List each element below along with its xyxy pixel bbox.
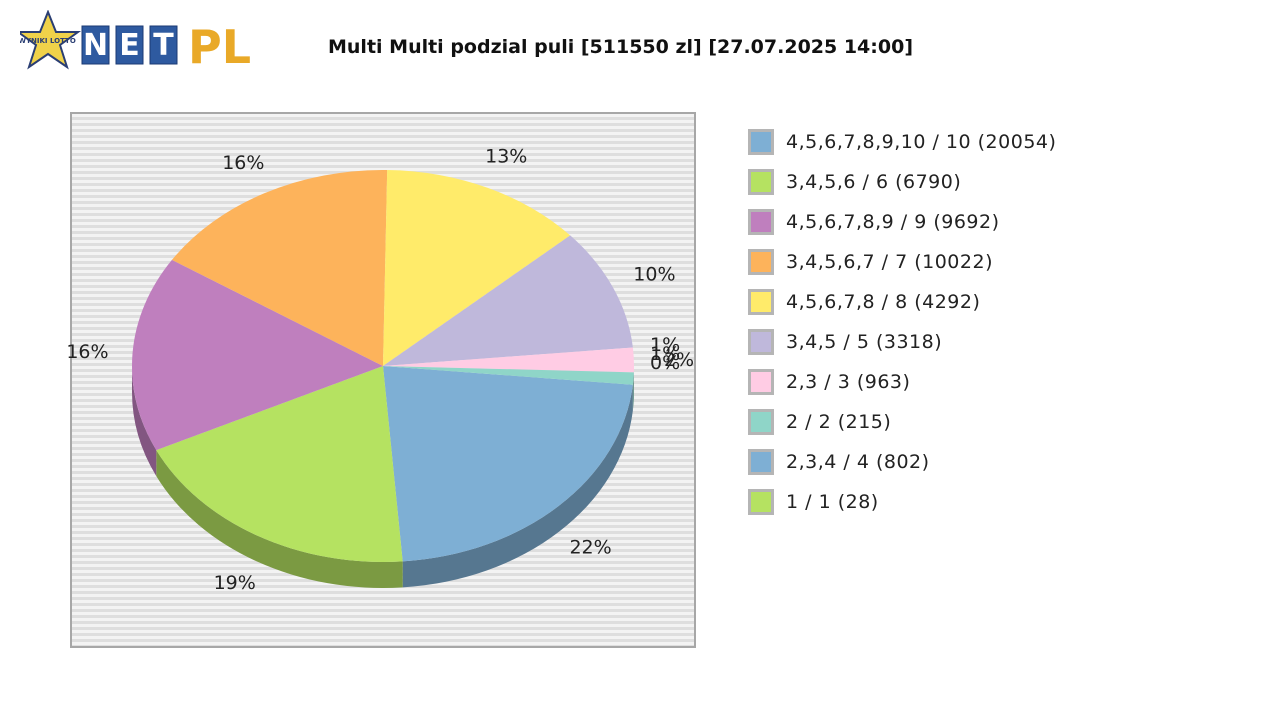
- legend: 4,5,6,7,8,9,10 / 10 (20054) 3,4,5,6 / 6 (…: [748, 122, 1056, 522]
- legend-swatch: [748, 249, 774, 275]
- legend-label: 4,5,6,7,8 / 8 (4292): [786, 291, 981, 313]
- legend-item: 2,3,4 / 4 (802): [748, 442, 1056, 482]
- pie-pct-label-9: 0%: [650, 352, 680, 374]
- pie-slice-7: [383, 366, 634, 385]
- legend-label: 3,4,5,6,7 / 7 (10022): [786, 251, 993, 273]
- pie-pct-label-5: 10%: [633, 263, 675, 285]
- pie-slice-4: [383, 170, 571, 366]
- pie-side-7: [632, 372, 634, 411]
- legend-item: 3,4,5,6,7 / 7 (10022): [748, 242, 1056, 282]
- legend-item: 4,5,6,7,8,9,10 / 10 (20054): [748, 122, 1056, 162]
- legend-label: 4,5,6,7,8,9 / 9 (9692): [786, 211, 1000, 233]
- pie-side-2: [132, 366, 157, 477]
- legend-item: 2 / 2 (215): [748, 402, 1056, 442]
- pie-slice-2: [132, 259, 383, 451]
- pie-pct-label-2: 16%: [66, 341, 108, 363]
- legend-swatch: [748, 129, 774, 155]
- legend-label: 3,4,5,6 / 6 (6790): [786, 171, 962, 193]
- legend-label: 2,3,4 / 4 (802): [786, 451, 930, 473]
- legend-item: 2,3 / 3 (963): [748, 362, 1056, 402]
- legend-swatch: [748, 209, 774, 235]
- legend-swatch: [748, 489, 774, 515]
- star-icon: [20, 10, 82, 70]
- pie-side-0: [402, 384, 633, 588]
- legend-label: 3,4,5 / 5 (3318): [786, 331, 943, 353]
- legend-item: 1 / 1 (28): [748, 482, 1056, 522]
- legend-swatch: [748, 289, 774, 315]
- legend-item: 3,4,5 / 5 (3318): [748, 322, 1056, 362]
- pie-slice-0: [383, 366, 633, 562]
- legend-label: 2,3 / 3 (963): [786, 371, 911, 393]
- legend-label: 4,5,6,7,8,9,10 / 10 (20054): [786, 131, 1057, 153]
- logo-pl-text: PL: [188, 20, 251, 74]
- pie-pct-label-3: 16%: [222, 152, 264, 174]
- pie-slice-5: [383, 235, 633, 366]
- pie-slice-6: [383, 347, 634, 373]
- pie-pct-label-7: 1%: [650, 334, 680, 356]
- legend-item: 4,5,6,7,8,9 / 9 (9692): [748, 202, 1056, 242]
- pie-side-1: [156, 450, 403, 588]
- pie-slice-3: [171, 169, 388, 366]
- legend-label: 1 / 1 (28): [786, 491, 879, 513]
- legend-item: 4,5,6,7,8 / 8 (4292): [748, 282, 1056, 322]
- pie-pct-label-4: 13%: [485, 146, 527, 168]
- legend-item: 3,4,5,6 / 6 (6790): [748, 162, 1056, 202]
- pie-pct-label-0: 22%: [569, 537, 611, 559]
- pie-pct-label-1: 19%: [214, 572, 256, 594]
- legend-label: 2 / 2 (215): [786, 411, 892, 433]
- legend-swatch: [748, 409, 774, 435]
- logo-badge-text: WYNIKI LOTTO: [20, 37, 76, 45]
- legend-swatch: [748, 329, 774, 355]
- legend-swatch: [748, 369, 774, 395]
- legend-swatch: [748, 449, 774, 475]
- chart-title: Multi Multi podzial puli [511550 zl] [27…: [328, 36, 914, 58]
- pie-pct-label-8: 1%: [650, 343, 680, 365]
- pie-slice-1: [156, 366, 403, 563]
- legend-swatch: [748, 169, 774, 195]
- pie-pct-label-6: 2%: [664, 349, 694, 371]
